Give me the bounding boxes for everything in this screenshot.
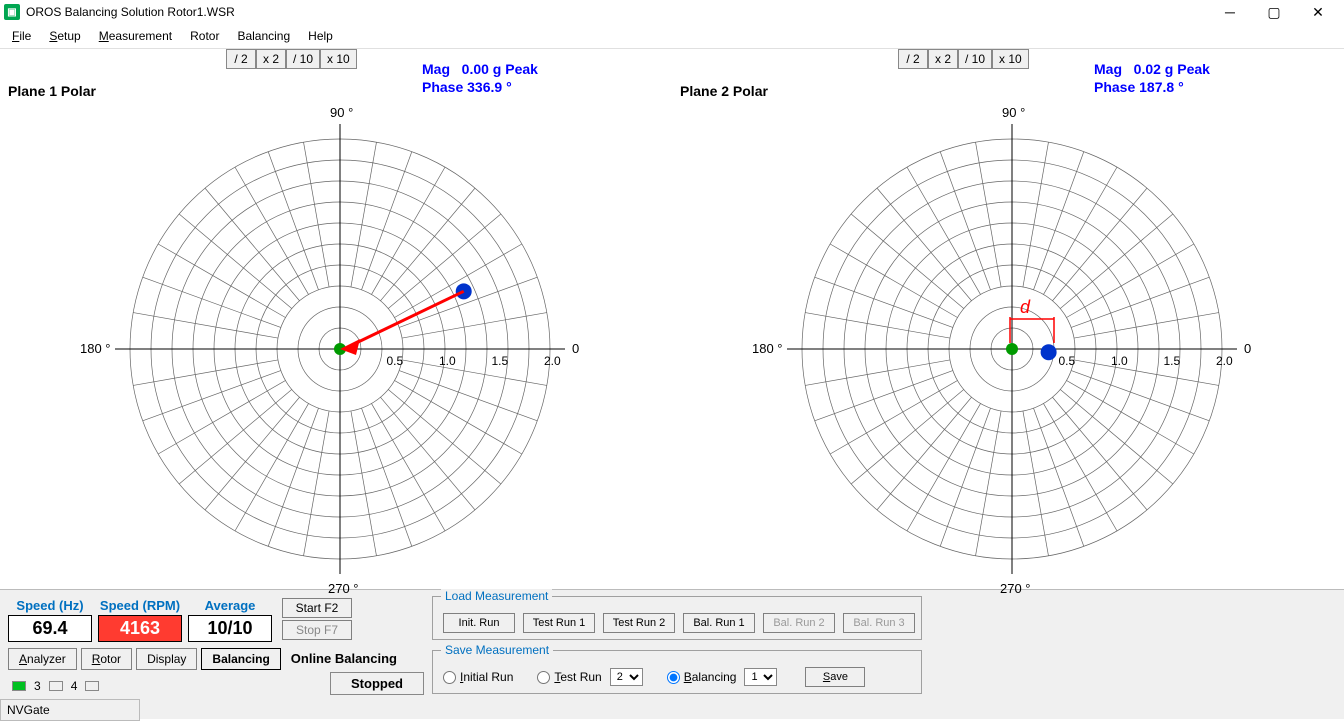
stop-button[interactable]: Stop F7 (282, 620, 352, 640)
load-btn-1[interactable]: Test Run 1 (523, 613, 595, 633)
status-stopped: Stopped (330, 672, 424, 695)
test-run-select[interactable]: 2 (610, 668, 643, 686)
minimize-button[interactable]: ─ (1208, 0, 1252, 24)
svg-text:0.5: 0.5 (387, 354, 404, 368)
window-title: OROS Balancing Solution Rotor1.WSR (26, 5, 1208, 19)
svg-text:270 °: 270 ° (328, 581, 359, 596)
zoom-buttons-2: / 2 x 2 / 10 x 10 (898, 49, 1029, 69)
polar-plot-2[interactable]: 90 ° 0 ° 270 ° 180 ° 0.5 1.0 1.5 2.0 d (732, 89, 1252, 609)
titlebar: ▣ OROS Balancing Solution Rotor1.WSR ─ ▢… (0, 0, 1344, 24)
svg-text:d: d (1020, 297, 1031, 317)
taskbar-item[interactable]: NVGate (0, 699, 140, 721)
close-button[interactable]: ✕ (1296, 0, 1340, 24)
indicator-row: 3 4 (8, 679, 99, 693)
load-btn-4: Bal. Run 2 (763, 613, 835, 633)
tab-analyzer[interactable]: Analyzer (8, 648, 77, 670)
speed-hz-value: 69.4 (8, 615, 92, 642)
save-measurement-title: Save Measurement (441, 643, 553, 657)
average-value: 10/10 (188, 615, 272, 642)
save-measurement-group: Save Measurement Initial Run Test Run 2 … (432, 650, 922, 694)
menubar: File Setup Measurement Rotor Balancing H… (0, 24, 1344, 49)
svg-text:180 °: 180 ° (752, 341, 783, 356)
svg-text:1.5: 1.5 (492, 354, 509, 368)
svg-text:0 °: 0 ° (1244, 341, 1252, 356)
svg-text:0.5: 0.5 (1059, 354, 1076, 368)
plot-area: / 2 x 2 / 10 x 10 Mag 0.00 g Peak Phase … (0, 49, 1344, 589)
zoom-half-1[interactable]: / 2 (226, 49, 256, 69)
taskbar-label: NVGate (7, 703, 50, 717)
polar-plot-1[interactable]: 90 ° 0 ° 270 ° 180 ° 0.5 1.0 1.5 2.0 (60, 89, 580, 609)
menu-setup[interactable]: Setup (41, 26, 88, 46)
speed-rpm-value: 4163 (98, 615, 182, 642)
menu-measurement[interactable]: Measurement (91, 26, 180, 46)
zoom-div10-2[interactable]: / 10 (958, 49, 992, 69)
plane-1: / 2 x 2 / 10 x 10 Mag 0.00 g Peak Phase … (0, 49, 672, 589)
radio-test-run[interactable]: Test Run (537, 670, 601, 684)
svg-text:1.0: 1.0 (1111, 354, 1128, 368)
svg-text:180 °: 180 ° (80, 341, 111, 356)
indicator-1 (12, 681, 26, 691)
online-balancing-label: Online Balancing (285, 648, 403, 670)
load-measurement-title: Load Measurement (441, 589, 552, 603)
svg-text:2.0: 2.0 (544, 354, 561, 368)
menu-help[interactable]: Help (300, 26, 341, 46)
svg-text:270 °: 270 ° (1000, 581, 1031, 596)
indicator-4-label: 4 (71, 679, 78, 693)
svg-text:90 °: 90 ° (330, 105, 353, 120)
zoom-half-2[interactable]: / 2 (898, 49, 928, 69)
load-btn-2[interactable]: Test Run 2 (603, 613, 675, 633)
save-button[interactable]: Save (805, 667, 865, 687)
menu-rotor[interactable]: Rotor (182, 26, 227, 46)
load-btn-3[interactable]: Bal. Run 1 (683, 613, 755, 633)
zoom-div10-1[interactable]: / 10 (286, 49, 320, 69)
radio-initial-run[interactable]: Initial Run (443, 670, 513, 684)
svg-text:2.0: 2.0 (1216, 354, 1233, 368)
zoom-x2-1[interactable]: x 2 (256, 49, 286, 69)
tab-balancing[interactable]: Balancing (201, 648, 280, 670)
app-icon: ▣ (4, 4, 20, 20)
svg-text:0 °: 0 ° (572, 341, 580, 356)
zoom-x10-1[interactable]: x 10 (320, 49, 357, 69)
zoom-buttons-1: / 2 x 2 / 10 x 10 (226, 49, 357, 69)
plane-2: / 2 x 2 / 10 x 10 Mag 0.02 g Peak Phase … (672, 49, 1344, 589)
tab-display[interactable]: Display (136, 648, 197, 670)
indicator-4 (85, 681, 99, 691)
menu-file[interactable]: File (4, 26, 39, 46)
load-btn-0[interactable]: Init. Run (443, 613, 515, 633)
left-panel: Speed (Hz) 69.4 Speed (RPM) 4163 Average… (4, 594, 424, 715)
menu-balancing[interactable]: Balancing (229, 26, 298, 46)
indicator-3 (49, 681, 63, 691)
balancing-select[interactable]: 1 (744, 668, 777, 686)
zoom-x10-2[interactable]: x 10 (992, 49, 1029, 69)
load-measurement-group: Load Measurement Init. RunTest Run 1Test… (432, 596, 922, 640)
zoom-x2-2[interactable]: x 2 (928, 49, 958, 69)
load-btn-5: Bal. Run 3 (843, 613, 915, 633)
indicator-3-label: 3 (34, 679, 41, 693)
svg-text:90 °: 90 ° (1002, 105, 1025, 120)
svg-text:1.5: 1.5 (1164, 354, 1181, 368)
radio-balancing[interactable]: Balancing (667, 670, 737, 684)
maximize-button[interactable]: ▢ (1252, 0, 1296, 24)
tab-rotor[interactable]: Rotor (81, 648, 132, 670)
svg-text:1.0: 1.0 (439, 354, 456, 368)
